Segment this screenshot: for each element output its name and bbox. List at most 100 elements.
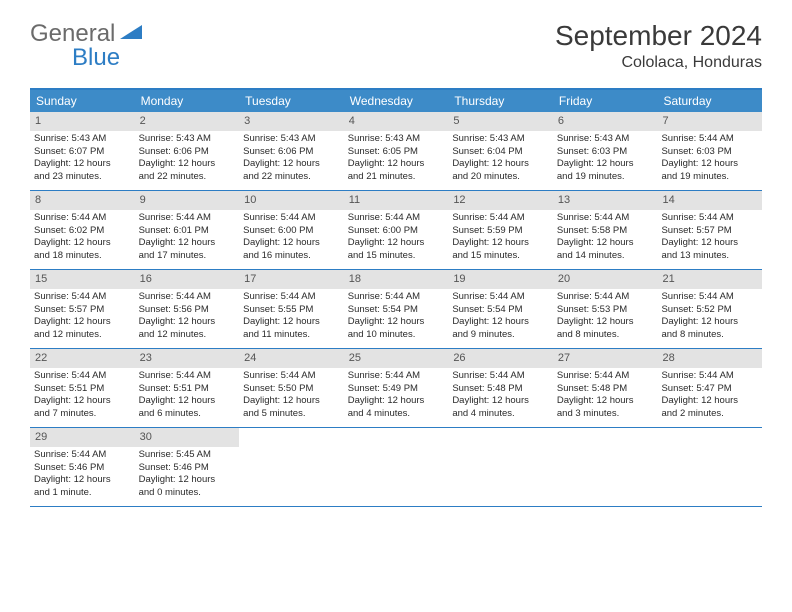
daylight-text: and 11 minutes. xyxy=(243,329,340,342)
day-body: Sunrise: 5:44 AMSunset: 5:55 PMDaylight:… xyxy=(239,291,344,346)
daylight-text: Daylight: 12 hours xyxy=(452,395,549,408)
sunrise-text: Sunrise: 5:44 AM xyxy=(139,370,236,383)
daylight-text: and 13 minutes. xyxy=(661,250,758,263)
sunrise-text: Sunrise: 5:44 AM xyxy=(557,291,654,304)
daylight-text: and 4 minutes. xyxy=(452,408,549,421)
daylight-text: and 2 minutes. xyxy=(661,408,758,421)
sunrise-text: Sunrise: 5:43 AM xyxy=(34,133,131,146)
day-number: 28 xyxy=(657,349,762,368)
sunrise-text: Sunrise: 5:44 AM xyxy=(348,212,445,225)
day-number: 24 xyxy=(239,349,344,368)
day-body: Sunrise: 5:43 AMSunset: 6:03 PMDaylight:… xyxy=(553,133,658,188)
sunset-text: Sunset: 5:55 PM xyxy=(243,304,340,317)
daylight-text: and 6 minutes. xyxy=(139,408,236,421)
day-body: Sunrise: 5:44 AMSunset: 6:00 PMDaylight:… xyxy=(239,212,344,267)
logo-text-blue: Blue xyxy=(72,44,120,72)
day-number: 22 xyxy=(30,349,135,368)
sunrise-text: Sunrise: 5:44 AM xyxy=(661,133,758,146)
day-cell: 15 Sunrise: 5:44 AMSunset: 5:57 PMDayligh… xyxy=(30,270,135,348)
day-number: 4 xyxy=(344,112,449,131)
day-cell: 1Sunrise: 5:43 AMSunset: 6:07 PMDaylight… xyxy=(30,112,135,190)
daylight-text: and 1 minute. xyxy=(34,487,131,500)
daylight-text: Daylight: 12 hours xyxy=(348,237,445,250)
sunrise-text: Sunrise: 5:44 AM xyxy=(348,370,445,383)
day-header: Wednesday xyxy=(344,90,449,112)
day-cell-empty xyxy=(448,428,553,506)
day-cell: 7Sunrise: 5:44 AMSunset: 6:03 PMDaylight… xyxy=(657,112,762,190)
daylight-text: and 22 minutes. xyxy=(243,171,340,184)
daylight-text: and 8 minutes. xyxy=(661,329,758,342)
sunset-text: Sunset: 5:51 PM xyxy=(34,383,131,396)
day-cell: 17Sunrise: 5:44 AMSunset: 5:55 PMDayligh… xyxy=(239,270,344,348)
daylight-text: and 14 minutes. xyxy=(557,250,654,263)
daylight-text: Daylight: 12 hours xyxy=(348,316,445,329)
daylight-text: Daylight: 12 hours xyxy=(243,237,340,250)
day-number: 15 xyxy=(30,270,135,289)
daylight-text: and 9 minutes. xyxy=(452,329,549,342)
sunrise-text: Sunrise: 5:44 AM xyxy=(557,212,654,225)
sunset-text: Sunset: 5:50 PM xyxy=(243,383,340,396)
week-row: 1Sunrise: 5:43 AMSunset: 6:07 PMDaylight… xyxy=(30,112,762,191)
sunset-text: Sunset: 5:57 PM xyxy=(34,304,131,317)
day-cell-empty xyxy=(239,428,344,506)
day-number: 30 xyxy=(135,428,240,447)
daylight-text: Daylight: 12 hours xyxy=(557,158,654,171)
sunrise-text: Sunrise: 5:44 AM xyxy=(243,212,340,225)
daylight-text: Daylight: 12 hours xyxy=(34,316,131,329)
daylight-text: and 21 minutes. xyxy=(348,171,445,184)
daylight-text: and 15 minutes. xyxy=(452,250,549,263)
sunset-text: Sunset: 6:06 PM xyxy=(243,146,340,159)
daylight-text: Daylight: 12 hours xyxy=(661,316,758,329)
daylight-text: Daylight: 12 hours xyxy=(661,395,758,408)
sunset-text: Sunset: 5:52 PM xyxy=(661,304,758,317)
day-body: Sunrise: 5:43 AMSunset: 6:04 PMDaylight:… xyxy=(448,133,553,188)
day-body: Sunrise: 5:44 AMSunset: 5:47 PMDaylight:… xyxy=(657,370,762,425)
sunrise-text: Sunrise: 5:43 AM xyxy=(243,133,340,146)
day-cell: 16Sunrise: 5:44 AMSunset: 5:56 PMDayligh… xyxy=(135,270,240,348)
sunrise-text: Sunrise: 5:44 AM xyxy=(34,291,131,304)
day-cell-empty xyxy=(553,428,658,506)
week-row: 22Sunrise: 5:44 AMSunset: 5:51 PMDayligh… xyxy=(30,349,762,428)
week-row: 15Sunrise: 5:44 AMSunset: 5:57 PMDayligh… xyxy=(30,270,762,349)
day-body: Sunrise: 5:44 AMSunset: 5:46 PMDaylight:… xyxy=(30,449,135,504)
sunrise-text: Sunrise: 5:44 AM xyxy=(661,291,758,304)
day-body: Sunrise: 5:44 AMSunset: 5:48 PMDaylight:… xyxy=(553,370,658,425)
day-cell: 8Sunrise: 5:44 AMSunset: 6:02 PMDaylight… xyxy=(30,191,135,269)
sunset-text: Sunset: 5:59 PM xyxy=(452,225,549,238)
sunrise-text: Sunrise: 5:43 AM xyxy=(452,133,549,146)
sunset-text: Sunset: 6:00 PM xyxy=(348,225,445,238)
sunrise-text: Sunrise: 5:44 AM xyxy=(452,370,549,383)
day-body: Sunrise: 5:44 AMSunset: 5:50 PMDaylight:… xyxy=(239,370,344,425)
sunset-text: Sunset: 6:04 PM xyxy=(452,146,549,159)
sunrise-text: Sunrise: 5:45 AM xyxy=(139,449,236,462)
daylight-text: Daylight: 12 hours xyxy=(34,237,131,250)
day-number: 11 xyxy=(344,191,449,210)
day-number: 25 xyxy=(344,349,449,368)
calendar: SundayMondayTuesdayWednesdayThursdayFrid… xyxy=(30,88,762,507)
daylight-text: Daylight: 12 hours xyxy=(139,316,236,329)
daylight-text: Daylight: 12 hours xyxy=(139,158,236,171)
sunrise-text: Sunrise: 5:44 AM xyxy=(34,449,131,462)
daylight-text: Daylight: 12 hours xyxy=(34,395,131,408)
logo-triangle-icon xyxy=(120,23,142,46)
sunrise-text: Sunrise: 5:44 AM xyxy=(661,212,758,225)
sunrise-text: Sunrise: 5:44 AM xyxy=(34,370,131,383)
day-body: Sunrise: 5:44 AMSunset: 5:54 PMDaylight:… xyxy=(448,291,553,346)
sunset-text: Sunset: 5:48 PM xyxy=(452,383,549,396)
day-body: Sunrise: 5:43 AMSunset: 6:06 PMDaylight:… xyxy=(239,133,344,188)
daylight-text: and 22 minutes. xyxy=(139,171,236,184)
day-cell: 21Sunrise: 5:44 AMSunset: 5:52 PMDayligh… xyxy=(657,270,762,348)
day-cell: 5Sunrise: 5:43 AMSunset: 6:04 PMDaylight… xyxy=(448,112,553,190)
day-number: 12 xyxy=(448,191,553,210)
day-body: Sunrise: 5:43 AMSunset: 6:07 PMDaylight:… xyxy=(30,133,135,188)
day-number: 20 xyxy=(553,270,658,289)
day-cell: 28 Sunrise: 5:44 AMSunset: 5:47 PMDayligh… xyxy=(657,349,762,427)
sunset-text: Sunset: 5:51 PM xyxy=(139,383,236,396)
day-cell: 6Sunrise: 5:43 AMSunset: 6:03 PMDaylight… xyxy=(553,112,658,190)
sunset-text: Sunset: 5:46 PM xyxy=(139,462,236,475)
day-body: Sunrise: 5:44 AMSunset: 5:49 PMDaylight:… xyxy=(344,370,449,425)
day-body: Sunrise: 5:44 AMSunset: 5:58 PMDaylight:… xyxy=(553,212,658,267)
sunset-text: Sunset: 6:07 PM xyxy=(34,146,131,159)
day-header-row: SundayMondayTuesdayWednesdayThursdayFrid… xyxy=(30,90,762,112)
sunset-text: Sunset: 6:03 PM xyxy=(661,146,758,159)
